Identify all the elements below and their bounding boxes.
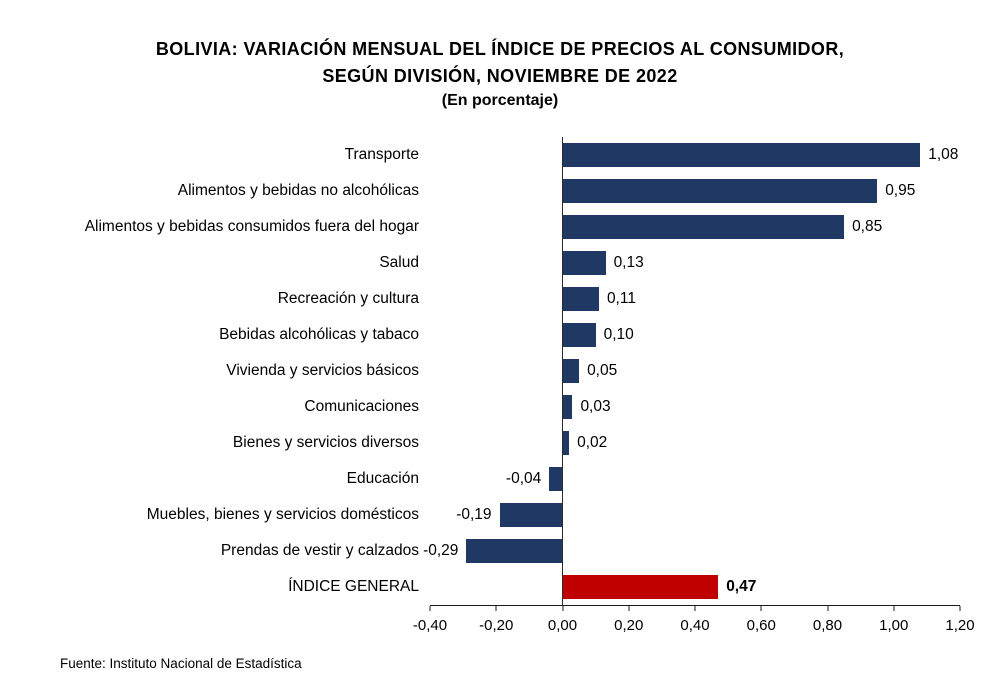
zero-axis-line xyxy=(562,137,563,606)
bar xyxy=(562,359,580,383)
bar-chart: Transporte 1,08 Alimentos y bebidas no alc… xyxy=(0,137,1000,605)
bar-row: Alimentos y bebidas consumidos fuera del… xyxy=(0,209,1000,245)
bar-value: 0,47 xyxy=(726,578,757,595)
x-tick-label: 0,60 xyxy=(746,617,776,634)
bar-value: -0,04 xyxy=(505,470,542,487)
bar xyxy=(562,323,596,347)
x-tick-label: -0,40 xyxy=(412,617,448,634)
bar-row: Vivienda y servicios básicos 0,05 xyxy=(0,353,1000,389)
bar-label: Bebidas alcohólicas y tabaco xyxy=(219,326,419,343)
bar-label: Bienes y servicios diversos xyxy=(232,434,419,451)
bar-value: -0,19 xyxy=(456,506,492,523)
bar-label: ÍNDICE GENERAL xyxy=(288,578,419,595)
bar-label: Muebles, bienes y servicios domésticos xyxy=(146,506,419,523)
x-axis-tick xyxy=(827,606,828,611)
bar-row: Prendas de vestir y calzados -0,29 xyxy=(0,533,1000,569)
bar-row: Muebles, bienes y servicios domésticos -0… xyxy=(0,497,1000,533)
bar xyxy=(562,179,878,203)
x-tick-label: 0,80 xyxy=(812,617,843,634)
bar-value: 0,11 xyxy=(606,290,636,307)
x-axis-tick xyxy=(495,606,497,611)
bar-label: Salud xyxy=(379,254,419,271)
bar-row: Comunicaciones 0,03 xyxy=(0,389,1000,425)
x-axis-tick xyxy=(628,606,630,611)
bar-track: 0,95 xyxy=(430,173,960,209)
bar-value: 0,10 xyxy=(603,326,634,343)
x-tick-label: 1,00 xyxy=(879,617,909,634)
bar-value: 0,13 xyxy=(613,254,644,271)
bar-value: -0,29 xyxy=(423,542,459,559)
x-tick-label: 0,00 xyxy=(547,617,578,634)
source-note: Fuente: Instituto Nacional de Estadístic… xyxy=(60,656,302,671)
chart-title-line1: BOLIVIA: VARIACIÓN MENSUAL DEL ÍNDICE DE… xyxy=(155,39,845,59)
bar xyxy=(562,395,573,419)
bar-row: Alimentos y bebidas no alcohólicas 0,95 xyxy=(0,173,1000,209)
bar-label: Alimentos y bebidas no alcohólicas xyxy=(177,182,419,199)
bar-label: Alimentos y bebidas consumidos fuera del… xyxy=(84,218,419,235)
bar-track: 0,03 xyxy=(430,389,960,425)
bar-row: Transporte 1,08 xyxy=(0,137,1000,173)
bar-row: ÍNDICE GENERAL 0,47 xyxy=(0,569,1000,605)
bar-row: Salud 0,13 xyxy=(0,245,1000,281)
bar-track: 0,10 xyxy=(430,317,960,353)
bar-value: 0,03 xyxy=(580,398,611,415)
bar-value: 0,05 xyxy=(587,362,618,379)
x-axis-tick xyxy=(694,606,696,611)
bar xyxy=(562,143,921,167)
bar-label: Prendas de vestir y calzados xyxy=(220,542,419,559)
bar xyxy=(562,431,570,455)
x-tick-label: 1,20 xyxy=(945,617,975,634)
bar-track: 0,02 xyxy=(430,425,960,461)
bar-row: Bienes y servicios diversos 0,02 xyxy=(0,425,1000,461)
bar-track: 0,11 xyxy=(430,281,960,317)
bar xyxy=(466,539,563,563)
x-axis-tick xyxy=(760,606,762,611)
bar-track: -0,19 xyxy=(430,497,960,533)
bar-track: 0,85 xyxy=(430,209,960,245)
x-axis-tick xyxy=(562,606,563,611)
x-tick-label: -0,20 xyxy=(479,617,514,634)
x-axis-tick xyxy=(893,606,895,611)
bar xyxy=(562,215,845,239)
x-tick-label: 0,20 xyxy=(614,617,644,634)
bar-track: -0,29 xyxy=(423,533,960,569)
chart-title-line2: SEGÚN DIVISIÓN, NOVIEMBRE DE 2022 xyxy=(322,66,678,86)
bar xyxy=(499,503,563,527)
bar-track: 0,13 xyxy=(430,245,960,281)
chart-subtitle: (En porcentaje) xyxy=(441,92,559,109)
bar-row: Bebidas alcohólicas y tabaco 0,10 xyxy=(0,317,1000,353)
bar-value: 0,02 xyxy=(577,434,608,451)
bar-value: 0,95 xyxy=(885,182,916,199)
bar-row: Recreación y cultura 0,11 xyxy=(0,281,1000,317)
bar-label: Educación xyxy=(346,470,419,487)
x-axis-tick xyxy=(429,606,431,611)
x-axis-tick xyxy=(959,606,961,611)
x-tick-label: 0,40 xyxy=(680,617,710,634)
bar xyxy=(562,251,606,275)
bar xyxy=(549,467,563,491)
bar-label: Vivienda y servicios básicos xyxy=(226,362,419,379)
bar-highlight xyxy=(562,575,719,599)
bar-row: Educación -0,04 xyxy=(0,461,1000,497)
bar-label: Comunicaciones xyxy=(304,398,419,415)
bar-track: 0,47 xyxy=(430,569,960,605)
x-axis: -0,40 -0,20 0,00 0,20 0,40 0,60 0,80 1,00 1,20 xyxy=(413,605,975,645)
bar-track: 0,05 xyxy=(430,353,960,389)
bar xyxy=(562,287,599,311)
bar-track: -0,04 xyxy=(430,461,960,497)
bar-value: 0,85 xyxy=(852,218,883,235)
chart-title: BOLIVIA: VARIACIÓN MENSUAL DEL ÍNDICE DE… xyxy=(0,36,1000,90)
bar-label: Recreación y cultura xyxy=(277,290,419,307)
bar-label: Transporte xyxy=(344,146,419,163)
bar-track: 1,08 xyxy=(430,137,960,173)
bar-value: 1,08 xyxy=(928,146,959,163)
